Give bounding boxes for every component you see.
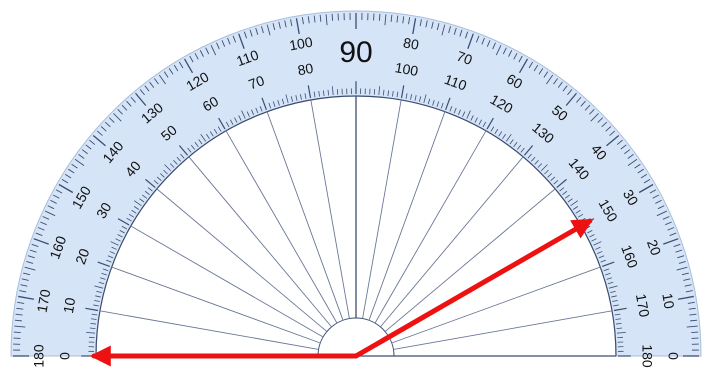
scale-label: 10 [659,292,677,310]
ray-line [131,226,323,337]
ray-line [385,189,555,332]
scale-label: 10 [60,296,78,314]
ray-line [226,131,337,323]
scale-label: 0 [665,352,681,360]
scale-label: 180 [31,344,47,368]
ray-line [189,157,332,327]
scale-label: 0 [57,352,73,360]
ray-line [375,131,486,323]
scale-label: 80 [402,34,420,52]
scale-label: 180 [639,344,655,368]
ray-line [157,189,327,332]
scale-label: 80 [296,60,314,78]
center-label-90: 90 [339,36,372,69]
